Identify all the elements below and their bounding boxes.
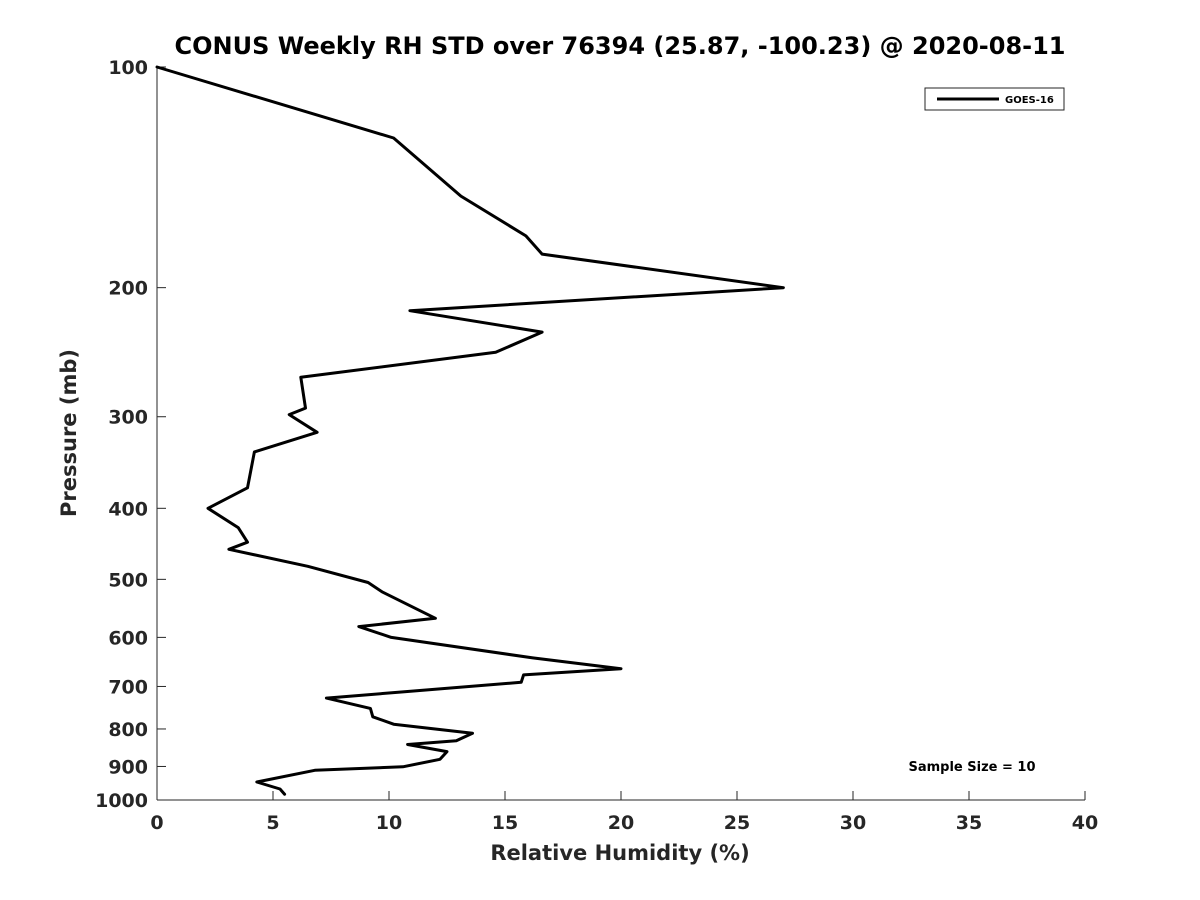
y-tick-label: 300 (108, 407, 148, 429)
plot-area (156, 67, 1085, 801)
sample-size-annotation: Sample Size = 10 (908, 760, 1035, 775)
y-axis-label: Pressure (mb) (57, 349, 81, 517)
x-tick-label: 20 (608, 812, 634, 834)
x-tick-label: 30 (840, 812, 866, 834)
x-tick-label: 5 (266, 812, 279, 834)
y-tick-label: 800 (108, 719, 148, 741)
y-tick-label: 200 (108, 278, 148, 300)
x-tick-label: 40 (1072, 812, 1098, 834)
y-tick-label: 700 (108, 676, 148, 698)
y-axis: 100 200 300 400 500 600 700 800 900 1000 (95, 57, 166, 812)
legend: GOES-16 (924, 87, 1065, 111)
y-tick-label: 100 (108, 57, 148, 79)
x-axis-label: Relative Humidity (%) (490, 841, 749, 865)
legend-label-goes-16: GOES-16 (1005, 95, 1054, 106)
y-tick-label: 500 (108, 569, 148, 591)
y-tick-label: 600 (108, 627, 148, 649)
x-tick-label: 15 (492, 812, 518, 834)
series-lines (155, 65, 785, 796)
x-tick-label: 0 (150, 812, 163, 834)
x-tick-label: 35 (956, 812, 982, 834)
x-axis: 0 5 10 15 20 25 30 35 40 (150, 791, 1098, 834)
series-line-0 (155, 65, 785, 796)
y-tick-label: 900 (108, 756, 148, 778)
x-tick-label: 25 (724, 812, 750, 834)
y-tick-label: 1000 (95, 790, 148, 812)
x-tick-label: 10 (376, 812, 402, 834)
chart-title: CONUS Weekly RH STD over 76394 (25.87, -… (174, 32, 1065, 60)
y-tick-label: 400 (108, 498, 148, 520)
